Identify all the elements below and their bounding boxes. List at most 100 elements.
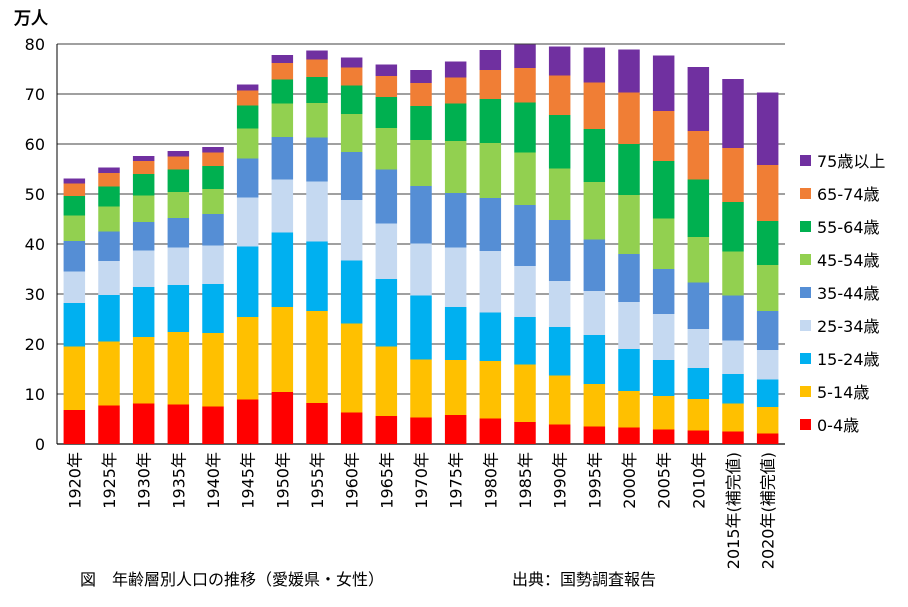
legend-swatch: [800, 319, 811, 331]
y-tick-label: 30: [25, 285, 45, 304]
bar-segment: [236, 105, 259, 129]
bar-segment: [548, 75, 571, 115]
x-tick-label: 1985年: [516, 452, 535, 509]
bar-segment: [340, 200, 363, 261]
bar-segment: [306, 77, 328, 103]
bar-segment: [271, 55, 294, 63]
bar-segment: [618, 49, 640, 93]
bar-segment: [63, 183, 86, 196]
bar-segment: [652, 55, 675, 111]
bar-segment: [375, 416, 398, 444]
bar-segment: [306, 50, 328, 60]
bar-segment: [548, 424, 571, 444]
bar-segment: [618, 349, 640, 391]
bar-segment: [306, 311, 328, 403]
legend-swatch: [800, 286, 811, 298]
bar-segment: [756, 407, 779, 434]
bar-segment: [722, 295, 744, 341]
bar-segment: [479, 418, 502, 444]
bar-segment: [375, 128, 398, 170]
x-tick-label: 1920年: [65, 452, 84, 509]
x-tick-label: 2005年: [655, 452, 674, 509]
bar-segment: [548, 46, 571, 76]
bar-segment: [687, 282, 710, 329]
bar-segment: [98, 405, 120, 444]
bar-segment: [444, 415, 467, 444]
y-tick-label: 60: [25, 135, 45, 154]
bar-segment: [722, 148, 744, 202]
bar-segment: [132, 156, 155, 161]
bar-segment: [652, 396, 675, 430]
bar-segment: [514, 102, 536, 153]
legend-item: 65-74歳: [800, 183, 880, 204]
bar-segment: [652, 429, 675, 444]
bar-segment: [444, 193, 467, 248]
legend-item: 75歳以上: [800, 150, 885, 171]
bar-segment: [167, 404, 190, 444]
bar-segment: [618, 302, 640, 349]
bar-segment: [132, 403, 155, 444]
y-tick-label: 0: [35, 435, 45, 454]
legend-item: 5-14歳: [800, 381, 869, 402]
bar-segment: [63, 271, 86, 303]
bar-segment: [340, 260, 363, 324]
legend-swatch: [800, 154, 811, 166]
legend-swatch: [800, 220, 811, 232]
y-tick-label: 80: [25, 35, 45, 54]
x-tick-label: 2000年: [620, 452, 639, 509]
bar-segment: [410, 83, 432, 106]
bar-segment: [167, 192, 190, 218]
x-tick-label: 1940年: [204, 452, 223, 509]
bar-segment: [722, 251, 744, 296]
bar-segment: [98, 341, 120, 406]
bar-segment: [756, 433, 779, 444]
x-tick-label: 1925年: [100, 452, 119, 509]
bar-segment: [479, 99, 502, 143]
bar-segment: [687, 131, 710, 180]
bar-segment: [236, 128, 259, 159]
bar-segment: [479, 312, 502, 361]
bar-segment: [583, 182, 606, 240]
x-tick-label: 1935年: [169, 452, 188, 509]
legend-swatch: [800, 187, 811, 199]
bar-segment: [548, 220, 571, 281]
bar-segment: [548, 281, 571, 327]
bar-segment: [583, 129, 606, 182]
bar-segment: [202, 152, 224, 166]
bar-segment: [548, 168, 571, 220]
bar-segment: [410, 359, 432, 418]
bar-segment: [132, 250, 155, 287]
bar-segment: [202, 284, 224, 333]
bar-segment: [167, 285, 190, 332]
bar-segment: [202, 245, 224, 284]
x-tick-label: 2015年(補完値): [724, 452, 743, 569]
bar-segment: [444, 103, 467, 141]
legend-item: 35-44歳: [800, 282, 880, 303]
bar-segment: [375, 64, 398, 76]
bar-segment: [618, 391, 640, 428]
bar-segment: [618, 427, 640, 444]
bar-segment: [98, 173, 120, 187]
x-tick-label: 2010年: [689, 452, 708, 509]
bar-segment: [98, 186, 120, 207]
bar-segment: [652, 314, 675, 360]
figure-caption: 図 年齢層別人口の推移（愛媛県・女性）: [80, 570, 385, 589]
bar-segment: [167, 247, 190, 285]
bar-segment: [687, 179, 710, 237]
bar-segment: [202, 147, 224, 153]
bar-segment: [202, 333, 224, 407]
x-tick-label: 1965年: [377, 452, 396, 509]
bar-segment: [63, 215, 86, 241]
bar-segment: [236, 158, 259, 198]
bar-segment: [722, 202, 744, 252]
bar-segment: [652, 269, 675, 314]
legend-label: 45-54歳: [817, 251, 880, 270]
bar-segment: [271, 137, 294, 180]
bar-segment: [548, 115, 571, 169]
bar-segment: [410, 417, 432, 444]
bar-segment: [652, 161, 675, 219]
y-tick-label: 40: [25, 235, 45, 254]
bar-segment: [98, 167, 120, 173]
bar-segment: [444, 141, 467, 193]
